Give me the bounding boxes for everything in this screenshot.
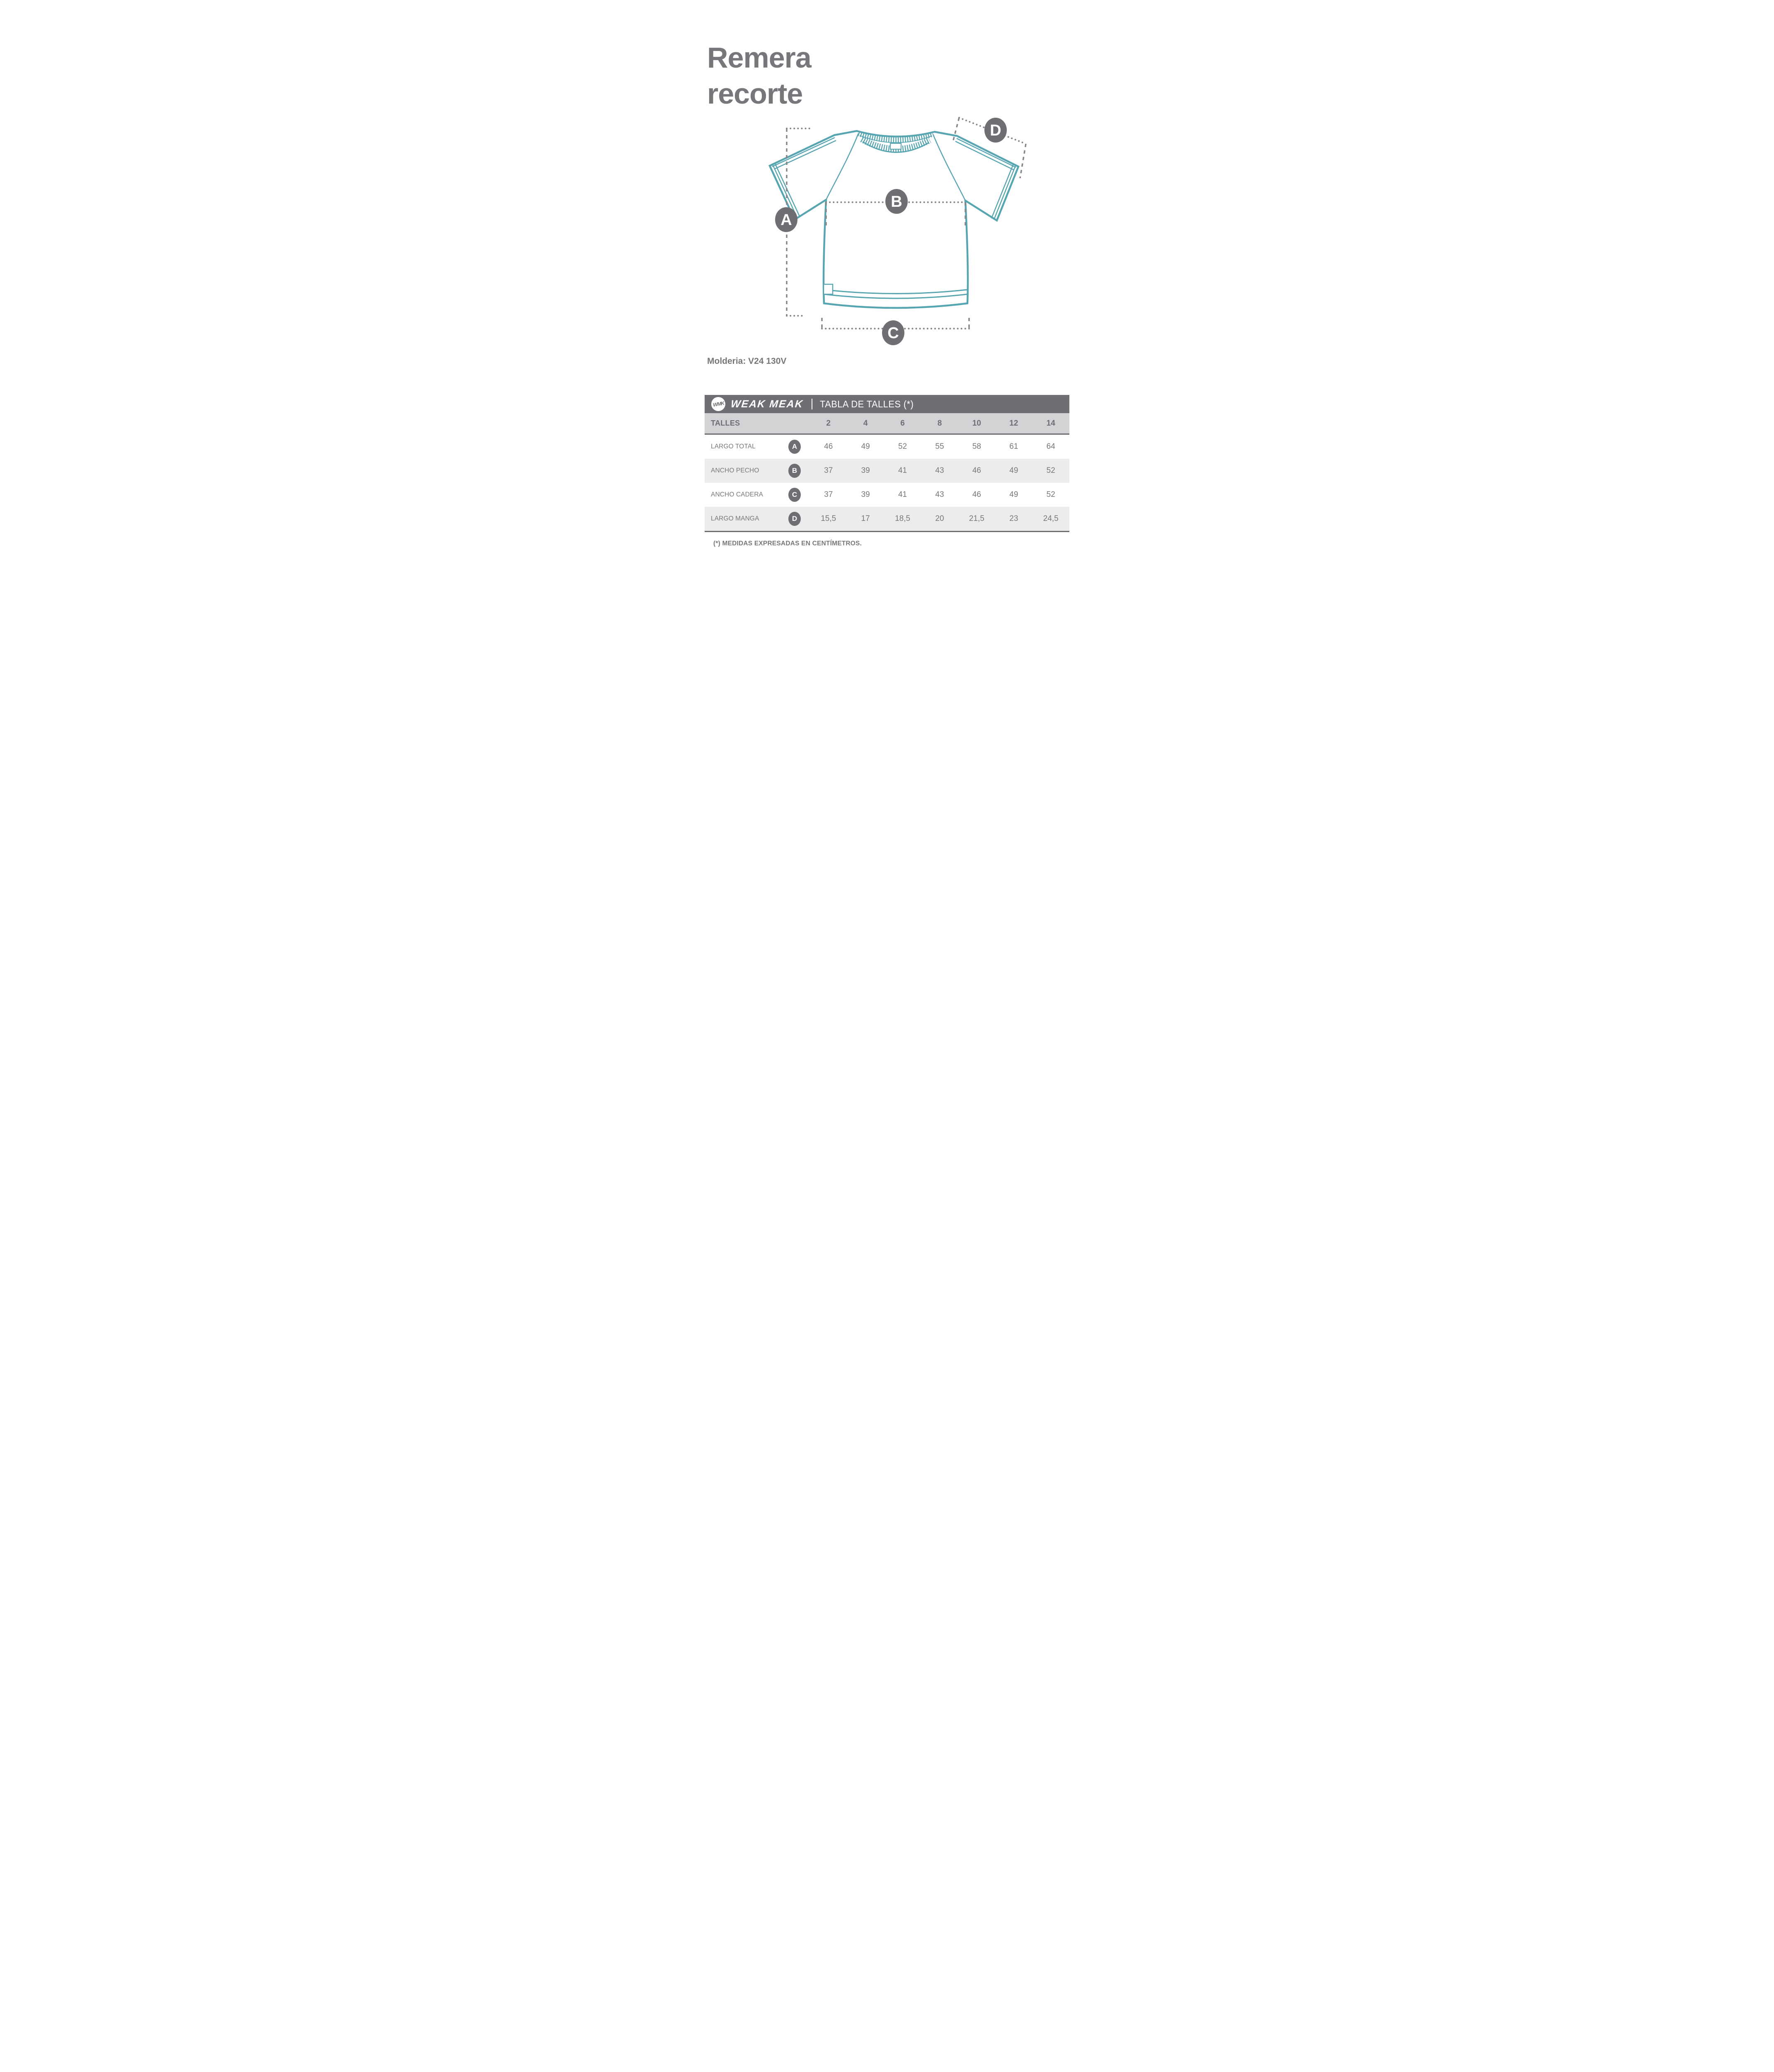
row-label-cell: LARGO MANGA D	[705, 512, 810, 526]
cell-value: 49	[1009, 466, 1018, 475]
row-label-cell: ANCHO CADERA C	[705, 488, 810, 502]
cell-value: 23	[1009, 514, 1018, 523]
guide-d-tick-right	[1019, 143, 1027, 179]
size-chart-page: Remera recorte	[665, 0, 1109, 605]
brand-monogram: WMK	[712, 400, 725, 408]
cell-value: 39	[861, 466, 870, 475]
size-col-14: 14	[1046, 419, 1055, 428]
cell-value: 17	[861, 514, 870, 523]
cell-value: 52	[898, 442, 907, 451]
row-label-cell: LARGO TOTAL A	[705, 440, 810, 454]
table-divider	[705, 433, 1069, 435]
brand-logo-icon: WMK	[711, 397, 725, 411]
row-label: ANCHO PECHO	[711, 467, 759, 474]
page-title-line1: Remera	[707, 41, 812, 74]
size-col-8: 8	[937, 419, 942, 428]
size-col-2: 2	[826, 419, 831, 428]
cell-value: 61	[1009, 442, 1018, 451]
cell-value: 20	[935, 514, 944, 523]
cell-value: 55	[935, 442, 944, 451]
cell-value: 15,5	[821, 514, 836, 523]
cell-value: 52	[1046, 466, 1055, 475]
size-table-header-bar: WMK WEAK MEAK TABLA DE TALLES (*)	[705, 395, 1069, 413]
measurements-footnote: (*) MEDIDAS EXPRESADAS EN CENTÍMETROS.	[713, 540, 862, 547]
tshirt-measurement-diagram: A B C D	[753, 109, 1068, 399]
cell-value: 43	[935, 490, 944, 499]
cell-value: 46	[972, 490, 981, 499]
marker-b-badge	[885, 189, 908, 214]
cell-value: 58	[972, 442, 981, 451]
cell-value: 43	[935, 466, 944, 475]
hem-stitches	[824, 289, 968, 299]
sizes-header-row: TALLES 2 4 6 8 10 12 14	[705, 413, 1069, 433]
guide-c-ticks	[821, 318, 970, 329]
table-row-largo-total: LARGO TOTAL A 46 49 52 55 58 61 64	[705, 435, 1069, 459]
cell-value: 21,5	[969, 514, 984, 523]
cell-value: 39	[861, 490, 870, 499]
raglan-seam-left	[825, 133, 859, 200]
row-label: LARGO MANGA	[711, 515, 759, 522]
collar-label-tag	[890, 143, 902, 150]
marker-c-letter: C	[887, 324, 899, 342]
cell-value: 37	[824, 466, 833, 475]
table-row-ancho-pecho: ANCHO PECHO B 37 39 41 43 46 49 52	[705, 459, 1069, 483]
cell-value: 18,5	[895, 514, 911, 523]
marker-b-letter: B	[891, 193, 902, 211]
size-col-12: 12	[1009, 419, 1018, 428]
cell-value: 49	[861, 442, 870, 451]
marker-d-letter: D	[990, 122, 1001, 139]
raglan-seam-right	[932, 134, 966, 201]
marker-d-badge	[984, 118, 1007, 143]
marker-c-badge	[882, 320, 904, 345]
row-marker-badge: A	[788, 440, 801, 454]
brand-name: WEAK MEAK	[730, 398, 804, 410]
marker-badges: A B C D	[775, 118, 1007, 345]
page-title: Remera recorte	[707, 40, 812, 112]
cell-value: 37	[824, 490, 833, 499]
table-row-largo-manga: LARGO MANGA D 15,5 17 18,5 20 21,5 23 24…	[705, 507, 1069, 531]
molderia-label: Molderia: V24 130V	[707, 356, 787, 366]
cell-value: 49	[1009, 490, 1018, 499]
cuff-stitches-left	[772, 163, 801, 219]
tshirt-outline	[768, 130, 1020, 309]
cell-value: 41	[898, 466, 907, 475]
cell-value: 46	[972, 466, 981, 475]
row-label: ANCHO CADERA	[711, 491, 763, 498]
page-title-line2: recorte	[707, 77, 803, 110]
table-bottom-border	[705, 531, 1069, 532]
size-col-6: 6	[900, 419, 905, 428]
collar-front-edge	[862, 141, 929, 153]
guide-b-ticks	[825, 202, 966, 227]
measurement-guides	[786, 117, 1027, 329]
cell-value: 41	[898, 490, 907, 499]
row-marker-badge: C	[788, 488, 801, 502]
cell-value: 52	[1046, 490, 1055, 499]
guide-d-tick-left	[952, 117, 960, 142]
table-row-ancho-cadera: ANCHO CADERA C 37 39 41 43 46 49 52	[705, 483, 1069, 507]
cuff-stitches-right	[991, 165, 1016, 220]
sleeve-seam-right	[955, 138, 1016, 171]
size-col-4: 4	[863, 419, 868, 428]
size-table: WMK WEAK MEAK TABLA DE TALLES (*) TALLES…	[705, 395, 1069, 532]
row-marker-badge: D	[788, 512, 801, 526]
collar-rib-back	[857, 131, 934, 143]
side-tag	[823, 283, 834, 295]
marker-a-letter: A	[780, 211, 792, 229]
row-label: LARGO TOTAL	[711, 443, 756, 450]
tshirt-diagram-svg: A B C D	[768, 117, 1027, 345]
collar-back-edge	[859, 135, 932, 143]
cell-value: 46	[824, 442, 833, 451]
size-col-10: 10	[972, 419, 981, 428]
cell-value: 24,5	[1043, 514, 1059, 523]
tshirt-body-path	[768, 130, 1020, 309]
guide-d-diagonal	[958, 117, 1027, 145]
cell-value: 64	[1046, 442, 1055, 451]
sizes-header-label: TALLES	[711, 419, 740, 427]
row-label-cell: ANCHO PECHO B	[705, 464, 810, 478]
table-title: TABLA DE TALLES (*)	[819, 398, 914, 409]
marker-a-badge	[775, 207, 797, 232]
sleeve-seam-left	[772, 137, 836, 170]
row-marker-badge: B	[788, 464, 801, 478]
